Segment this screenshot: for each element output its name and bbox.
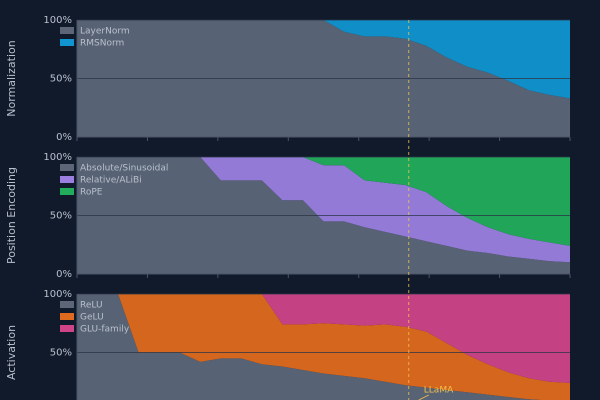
y-tick-label: 50% bbox=[50, 348, 72, 359]
area bbox=[77, 294, 570, 400]
y-axis-label: Position Encoding bbox=[5, 167, 18, 264]
area bbox=[77, 20, 570, 99]
y-axis-label: Normalization bbox=[5, 40, 18, 116]
legend-swatch bbox=[60, 164, 74, 171]
legend-swatch bbox=[60, 39, 74, 46]
area bbox=[77, 157, 570, 274]
legend-label: Relative/ALiBi bbox=[80, 176, 142, 186]
legend-label: LayerNorm bbox=[80, 27, 130, 37]
area bbox=[77, 157, 570, 263]
area bbox=[77, 294, 542, 400]
area bbox=[77, 157, 570, 246]
area bbox=[77, 294, 570, 383]
y-tick-label: 100% bbox=[43, 152, 72, 163]
y-tick-label: 50% bbox=[50, 211, 72, 222]
y-tick-label: 0% bbox=[56, 269, 72, 280]
legend-label: RMSNorm bbox=[80, 39, 124, 49]
y-tick-label: 0% bbox=[56, 132, 72, 143]
legend-label: Absolute/Sinusoidal bbox=[80, 164, 168, 174]
y-tick-label: 100% bbox=[43, 15, 72, 26]
legend-label: GLU-family bbox=[80, 325, 130, 335]
y-tick-label: 50% bbox=[50, 74, 72, 85]
legend-label: GeLU bbox=[80, 313, 104, 323]
legend-label: RoPE bbox=[80, 188, 103, 198]
legend-swatch bbox=[60, 27, 74, 34]
legend-swatch bbox=[60, 188, 74, 195]
legend-swatch bbox=[60, 325, 74, 332]
legend-swatch bbox=[60, 301, 74, 308]
legend-swatch bbox=[60, 313, 74, 320]
legend-swatch bbox=[60, 176, 74, 183]
y-axis-label: Activation bbox=[5, 325, 18, 380]
annotation-arrow bbox=[418, 394, 429, 400]
legend-label: ReLU bbox=[80, 301, 103, 311]
y-tick-label: 100% bbox=[43, 289, 72, 300]
annotation: LLaMA bbox=[424, 386, 454, 396]
